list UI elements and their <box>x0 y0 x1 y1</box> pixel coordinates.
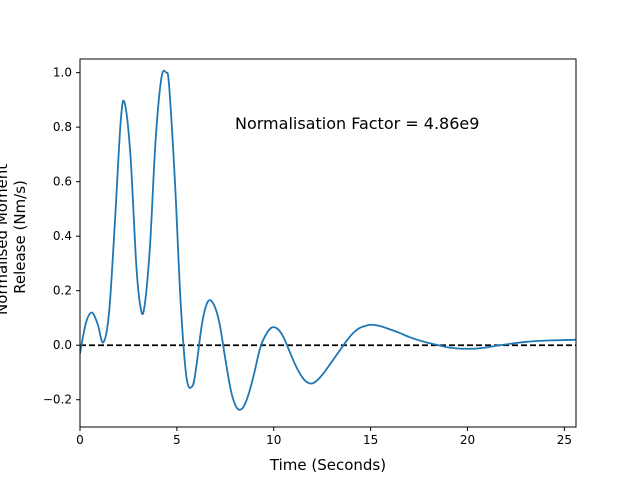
axes: 0 5 10 15 20 25 −0.2 0.0 0.2 0.4 0.6 0.8 1.0 <box>43 58 577 447</box>
y-tick-label: 0.4 <box>53 229 72 243</box>
axes-frame <box>79 58 577 428</box>
normalisation-annotation: Normalisation Factor = 4.86e9 <box>235 114 479 133</box>
x-tick-label: 25 <box>557 433 572 447</box>
x-tick-label: 0 <box>76 433 84 447</box>
x-tick-label: 10 <box>266 433 281 447</box>
plot-area <box>80 69 576 411</box>
y-axis-label-line-1: Normalised Moment <box>0 164 11 315</box>
x-tick-label: 15 <box>363 433 378 447</box>
series-line-0 <box>80 69 576 411</box>
y-tick-label: 0.2 <box>53 284 72 298</box>
y-tick-label: −0.2 <box>43 393 72 407</box>
y-tick-label: 0.8 <box>53 120 72 134</box>
y-tick-label: 0.6 <box>53 175 72 189</box>
x-tick-label: 20 <box>460 433 475 447</box>
x-tick-label: 5 <box>173 433 181 447</box>
x-axis-label: Time (Seconds) <box>269 456 386 474</box>
y-axis-label: Normalised Moment Release (Nm/s) <box>0 159 29 315</box>
y-tick-label: 0.0 <box>53 338 72 352</box>
y-axis-label-line-2: Release (Nm/s) <box>11 180 29 294</box>
y-tick-label: 1.0 <box>53 66 72 80</box>
